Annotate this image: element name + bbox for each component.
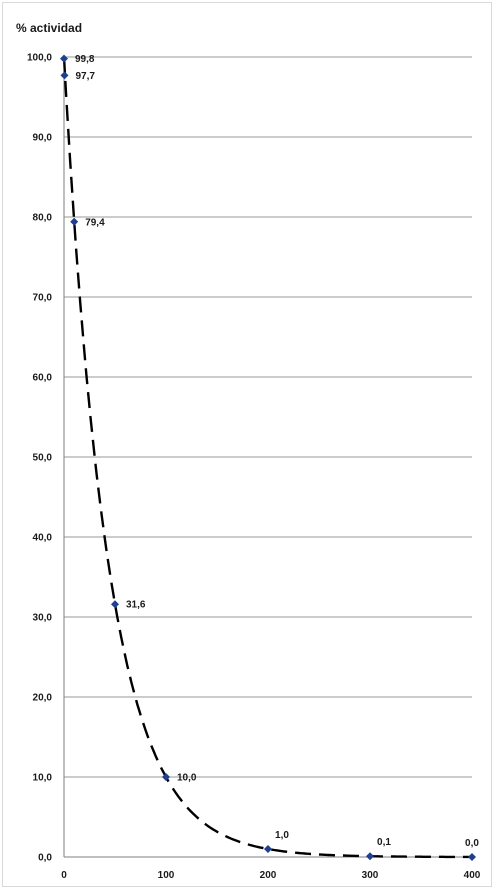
x-tick-label: 200 [260, 870, 277, 881]
x-tick-label: 100 [158, 870, 175, 881]
data-label: 0,0 [465, 838, 479, 849]
data-label: 0,1 [377, 837, 391, 848]
y-tick-label: 90,0 [33, 133, 53, 144]
y-axis-title: % actividad [16, 21, 82, 35]
data-points [60, 54, 476, 861]
y-tick-label: 0,0 [38, 853, 52, 864]
data-label: 97,7 [76, 71, 96, 82]
data-label: 10,0 [177, 773, 197, 784]
data-label: 99,8 [75, 54, 95, 65]
y-tick-label: 80,0 [33, 213, 53, 224]
data-label: 79,4 [85, 217, 105, 228]
y-tick-label: 10,0 [33, 773, 53, 784]
data-label: 1,0 [275, 830, 289, 841]
y-tick-label: 100,0 [27, 53, 52, 64]
axes: 0,0 10,0 20,0 30,0 40,0 50,0 60,0 70,0 80,0 90,0 1… [27, 53, 481, 882]
data-point [162, 773, 170, 781]
data-point [70, 217, 79, 226]
y-tick-label: 30,0 [33, 613, 53, 624]
data-point [111, 600, 119, 609]
trend-curve [62, 56, 472, 859]
data-labels: 99,8 97,7 79,4 31,6 10,0 1,0 0,1 0,0 [75, 54, 479, 849]
data-point [366, 852, 374, 861]
data-point [468, 853, 476, 861]
y-tick-label: 20,0 [33, 693, 53, 704]
y-tick-label: 60,0 [33, 373, 53, 384]
gridlines [64, 56, 472, 858]
x-tick-label: 300 [362, 870, 379, 881]
y-tick-label: 50,0 [33, 453, 53, 464]
y-tick-label: 70,0 [33, 293, 53, 304]
data-point [60, 54, 68, 63]
x-tick-label: 0 [61, 870, 67, 881]
data-label: 31,6 [126, 600, 146, 611]
x-tick-label: 400 [464, 870, 481, 881]
data-point [264, 845, 272, 853]
y-tick-label: 40,0 [33, 533, 53, 544]
data-point [60, 71, 69, 80]
decay-curve [62, 56, 472, 859]
